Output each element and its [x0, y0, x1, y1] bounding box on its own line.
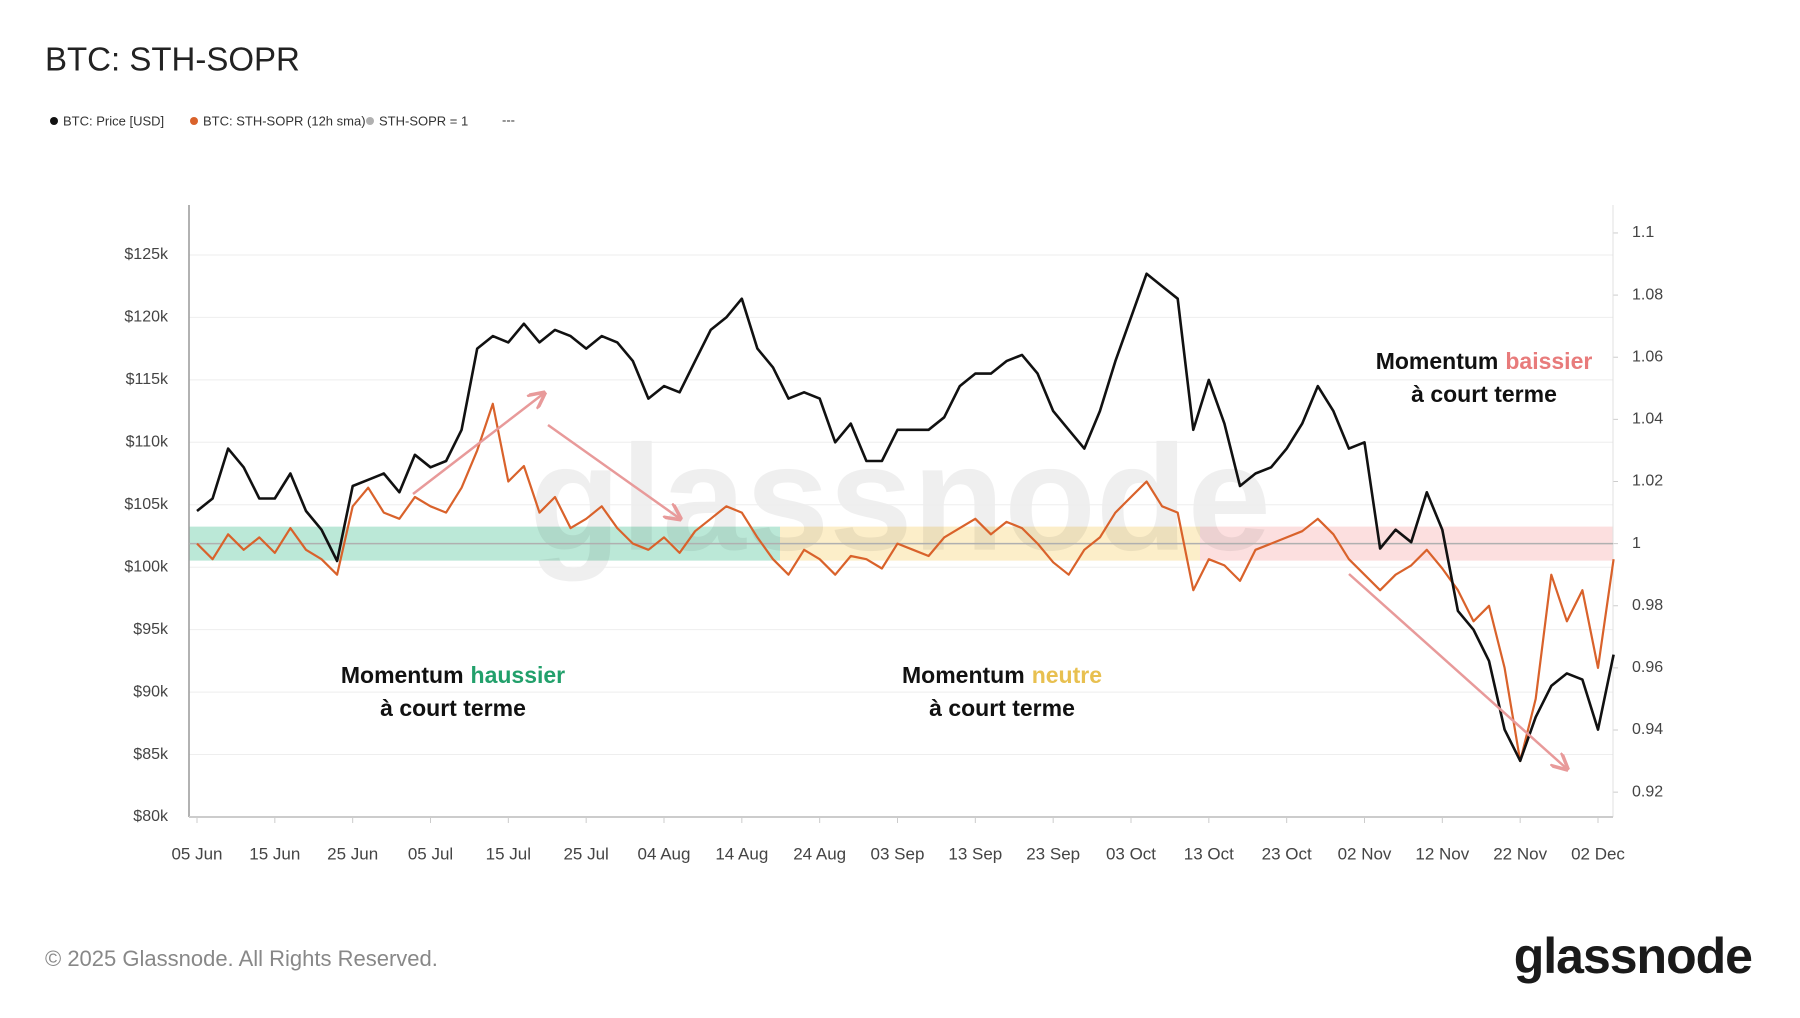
y2-tick-label: 1 — [1632, 535, 1641, 552]
y2-tick-label: 0.98 — [1632, 597, 1663, 614]
x-tick-label: 13 Oct — [1184, 844, 1234, 863]
y2-tick-label: 0.94 — [1632, 721, 1663, 738]
series-line — [196, 402, 1615, 763]
footer: © 2025 Glassnode. All Rights Reserved. — [45, 946, 438, 971]
x-tick-label: 05 Jun — [171, 844, 222, 863]
y2-tick-label: 1.02 — [1632, 473, 1663, 490]
annotation-word: Momentum — [341, 662, 464, 688]
annotation-highlight: haussier — [471, 662, 566, 688]
y-tick-label: $100k — [124, 558, 169, 575]
y-tick-label: $125k — [124, 246, 169, 263]
annotation-line2: à court terme — [929, 695, 1075, 721]
x-tick-label: 02 Nov — [1338, 844, 1392, 863]
x-tick-label: 15 Jul — [486, 844, 531, 863]
annotation-line2: à court terme — [1411, 381, 1557, 407]
x-tick-label: 24 Aug — [793, 844, 846, 863]
y-tick-label: $80k — [133, 808, 169, 825]
series-line — [196, 272, 1615, 763]
y2-tick-label: 1.08 — [1632, 286, 1663, 303]
x-tick-label: 14 Aug — [715, 844, 768, 863]
y-tick-label: $85k — [133, 746, 169, 763]
annotation: Momentum baissier — [1376, 348, 1593, 374]
annotations: Momentum haussier à court terme Momentum neu… — [341, 348, 1592, 721]
legend-label: STH-SOPR = 1 — [379, 113, 468, 128]
x-tick-label: 25 Jun — [327, 844, 378, 863]
y2-tick-label: 0.92 — [1632, 783, 1663, 800]
x-tick-label: 03 Sep — [871, 844, 925, 863]
x-tick-label: 23 Sep — [1026, 844, 1080, 863]
legend: BTC: Price [USD] BTC: STH-SOPR (12h sma) S… — [50, 112, 515, 128]
legend-marker — [366, 117, 374, 125]
y-tick-label: $95k — [133, 621, 169, 638]
x-tick-label: 22 Nov — [1493, 844, 1547, 863]
x-tick-label: 03 Oct — [1106, 844, 1156, 863]
y-tick-label: $110k — [126, 434, 169, 451]
annotation-highlight: neutre — [1032, 662, 1102, 688]
x-tick-label: 13 Sep — [948, 844, 1002, 863]
x-tick-label: 12 Nov — [1415, 844, 1469, 863]
annotation-line2: à court terme — [380, 695, 526, 721]
annotation: Momentum neutre — [902, 662, 1102, 688]
y-tick-label: $120k — [124, 309, 169, 326]
x-tick-label: 23 Oct — [1262, 844, 1312, 863]
legend-label: BTC: STH-SOPR (12h sma) — [203, 113, 366, 128]
legend-marker — [190, 117, 198, 125]
x-tick-label: 05 Jul — [408, 844, 453, 863]
plot: $80k $85k $90k $95k $100k $105k $110k $115k $120… — [124, 205, 1663, 863]
annotation: Momentum haussier — [341, 662, 565, 688]
legend-label: BTC: Price [USD] — [63, 113, 164, 128]
chart-title: BTC: STH-SOPR — [45, 41, 300, 78]
x-tick-label: 04 Aug — [638, 844, 691, 863]
x-tick-label: 25 Jul — [563, 844, 608, 863]
annotation-word: Momentum — [902, 662, 1025, 688]
legend-marker — [50, 117, 58, 125]
arrow — [412, 394, 543, 495]
annotation-word: Momentum — [1376, 348, 1499, 374]
y-tick-label: $90k — [133, 683, 169, 700]
y-tick-label: $105k — [124, 496, 169, 513]
arrow — [547, 423, 679, 518]
watermark: glassnode — [529, 414, 1271, 582]
y-tick-label: $115k — [126, 371, 169, 388]
x-tick-label: 02 Dec — [1571, 844, 1625, 863]
y2-tick-label: 0.96 — [1632, 659, 1663, 676]
y2-tick-label: 1.04 — [1632, 411, 1663, 428]
y2-tick-label: 1.1 — [1632, 224, 1654, 241]
x-tick-label: 15 Jun — [249, 844, 300, 863]
arrow — [1348, 573, 1566, 768]
logo: glassnode — [1514, 928, 1752, 984]
annotation-highlight: baissier — [1505, 348, 1592, 374]
arrows — [412, 394, 1566, 768]
y2-tick-label: 1.06 — [1632, 348, 1663, 365]
legend-label: --- — [502, 112, 515, 127]
